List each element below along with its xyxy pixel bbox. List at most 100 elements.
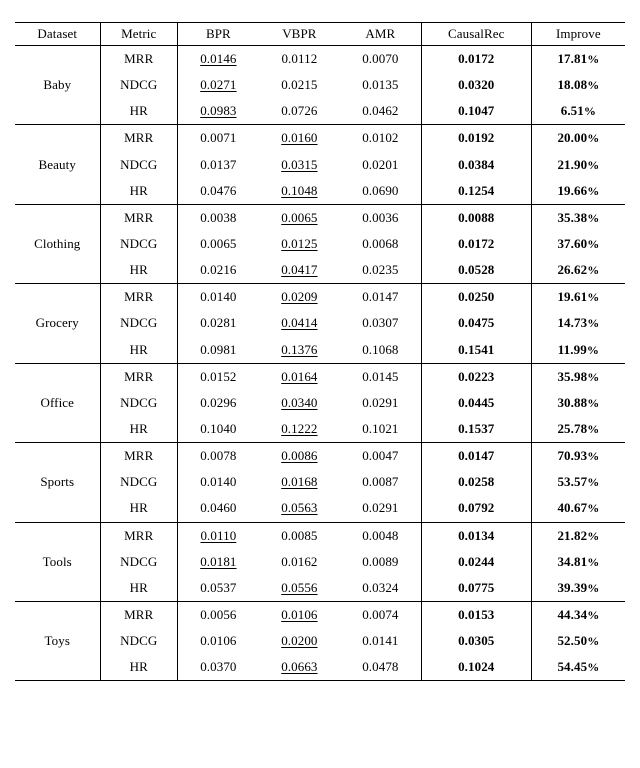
amr-cell: 0.0068 xyxy=(340,231,421,257)
bpr-cell: 0.0181 xyxy=(178,549,259,575)
col-header-bpr: BPR xyxy=(178,23,259,46)
improve-cell: 6.51% xyxy=(531,98,625,125)
results-table: Dataset Metric BPR VBPR AMR CausalRec Im… xyxy=(15,22,625,681)
metric-cell: NDCG xyxy=(100,231,178,257)
improve-cell: 34.81% xyxy=(531,549,625,575)
bpr-cell: 0.0140 xyxy=(178,469,259,495)
bpr-cell: 0.0146 xyxy=(178,46,259,73)
improve-cell: 25.78% xyxy=(531,416,625,443)
causalrec-cell: 0.0250 xyxy=(421,284,531,311)
metric-cell: MRR xyxy=(100,284,178,311)
bpr-cell: 0.0152 xyxy=(178,363,259,390)
vbpr-cell: 0.0086 xyxy=(259,443,340,470)
bpr-cell: 0.0078 xyxy=(178,443,259,470)
amr-cell: 0.0135 xyxy=(340,72,421,98)
bpr-cell: 0.0983 xyxy=(178,98,259,125)
col-header-vbpr: VBPR xyxy=(259,23,340,46)
improve-cell: 54.45% xyxy=(531,654,625,681)
amr-cell: 0.1021 xyxy=(340,416,421,443)
bpr-cell: 0.0056 xyxy=(178,601,259,628)
vbpr-cell: 0.0209 xyxy=(259,284,340,311)
causalrec-cell: 0.1024 xyxy=(421,654,531,681)
vbpr-cell: 0.0215 xyxy=(259,72,340,98)
vbpr-cell: 0.0106 xyxy=(259,601,340,628)
bpr-cell: 0.0106 xyxy=(178,628,259,654)
col-header-amr: AMR xyxy=(340,23,421,46)
vbpr-cell: 0.0085 xyxy=(259,522,340,549)
improve-cell: 19.61% xyxy=(531,284,625,311)
vbpr-cell: 0.0162 xyxy=(259,549,340,575)
improve-cell: 21.90% xyxy=(531,152,625,178)
amr-cell: 0.0141 xyxy=(340,628,421,654)
vbpr-cell: 0.0556 xyxy=(259,575,340,602)
causalrec-cell: 0.0475 xyxy=(421,310,531,336)
vbpr-cell: 0.0125 xyxy=(259,231,340,257)
improve-cell: 40.67% xyxy=(531,495,625,522)
dataset-cell: Toys xyxy=(15,601,100,680)
amr-cell: 0.0462 xyxy=(340,98,421,125)
dataset-cell: Office xyxy=(15,363,100,442)
improve-cell: 44.34% xyxy=(531,601,625,628)
metric-cell: MRR xyxy=(100,363,178,390)
amr-cell: 0.0074 xyxy=(340,601,421,628)
causalrec-cell: 0.0147 xyxy=(421,443,531,470)
amr-cell: 0.0048 xyxy=(340,522,421,549)
improve-cell: 35.98% xyxy=(531,363,625,390)
improve-cell: 14.73% xyxy=(531,310,625,336)
causalrec-cell: 0.0320 xyxy=(421,72,531,98)
metric-cell: HR xyxy=(100,495,178,522)
vbpr-cell: 0.0663 xyxy=(259,654,340,681)
vbpr-cell: 0.0340 xyxy=(259,390,340,416)
improve-cell: 52.50% xyxy=(531,628,625,654)
metric-cell: HR xyxy=(100,654,178,681)
vbpr-cell: 0.0164 xyxy=(259,363,340,390)
amr-cell: 0.0478 xyxy=(340,654,421,681)
causalrec-cell: 0.0792 xyxy=(421,495,531,522)
bpr-cell: 0.0038 xyxy=(178,204,259,231)
causalrec-cell: 0.0445 xyxy=(421,390,531,416)
amr-cell: 0.0145 xyxy=(340,363,421,390)
metric-cell: MRR xyxy=(100,204,178,231)
vbpr-cell: 0.1222 xyxy=(259,416,340,443)
col-header-dataset: Dataset xyxy=(15,23,100,46)
causalrec-cell: 0.0134 xyxy=(421,522,531,549)
improve-cell: 11.99% xyxy=(531,337,625,364)
causalrec-cell: 0.1541 xyxy=(421,337,531,364)
vbpr-cell: 0.0168 xyxy=(259,469,340,495)
dataset-cell: Baby xyxy=(15,46,100,125)
bpr-cell: 0.0140 xyxy=(178,284,259,311)
col-header-causal: CausalRec xyxy=(421,23,531,46)
bpr-cell: 0.0065 xyxy=(178,231,259,257)
bpr-cell: 0.0476 xyxy=(178,178,259,205)
results-body: BabyMRR0.01460.01120.00700.017217.81%NDC… xyxy=(15,46,625,681)
improve-cell: 70.93% xyxy=(531,443,625,470)
causalrec-cell: 0.0775 xyxy=(421,575,531,602)
causalrec-cell: 0.0223 xyxy=(421,363,531,390)
bpr-cell: 0.0137 xyxy=(178,152,259,178)
dataset-cell: Sports xyxy=(15,443,100,522)
metric-cell: MRR xyxy=(100,443,178,470)
amr-cell: 0.0307 xyxy=(340,310,421,336)
causalrec-cell: 0.0153 xyxy=(421,601,531,628)
dataset-cell: Clothing xyxy=(15,204,100,283)
improve-cell: 30.88% xyxy=(531,390,625,416)
amr-cell: 0.0147 xyxy=(340,284,421,311)
vbpr-cell: 0.0563 xyxy=(259,495,340,522)
vbpr-cell: 0.0065 xyxy=(259,204,340,231)
vbpr-cell: 0.0726 xyxy=(259,98,340,125)
causalrec-cell: 0.0244 xyxy=(421,549,531,575)
causalrec-cell: 0.1254 xyxy=(421,178,531,205)
metric-cell: HR xyxy=(100,337,178,364)
vbpr-cell: 0.0315 xyxy=(259,152,340,178)
amr-cell: 0.0690 xyxy=(340,178,421,205)
metric-cell: MRR xyxy=(100,46,178,73)
improve-cell: 20.00% xyxy=(531,125,625,152)
improve-cell: 53.57% xyxy=(531,469,625,495)
vbpr-cell: 0.1376 xyxy=(259,337,340,364)
improve-cell: 26.62% xyxy=(531,257,625,284)
metric-cell: MRR xyxy=(100,125,178,152)
amr-cell: 0.1068 xyxy=(340,337,421,364)
causalrec-cell: 0.0172 xyxy=(421,231,531,257)
causalrec-cell: 0.0088 xyxy=(421,204,531,231)
vbpr-cell: 0.0160 xyxy=(259,125,340,152)
